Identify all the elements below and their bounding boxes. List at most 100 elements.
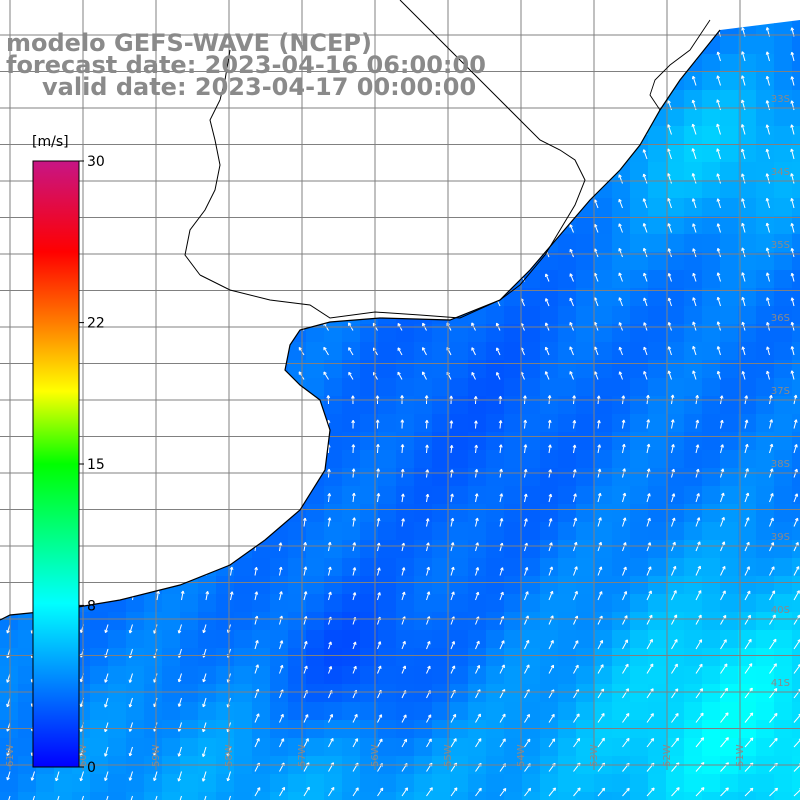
wind-vector	[573, 737, 581, 748]
wind-vector	[573, 787, 581, 797]
wind-vector	[573, 517, 578, 527]
wind-speed-cell	[576, 648, 595, 667]
wind-speed-cell	[594, 342, 613, 361]
wind-speed-cell	[234, 252, 253, 271]
wind-speed-cell	[702, 180, 721, 199]
wind-speed-cell	[270, 126, 289, 145]
wind-vector	[474, 420, 478, 429]
wind-speed-cell	[198, 450, 217, 469]
wind-vector	[618, 346, 623, 356]
wind-speed-cell	[360, 396, 379, 415]
wind-speed-cell	[162, 666, 181, 685]
wind-vector	[642, 100, 648, 111]
wind-speed-cell	[648, 630, 667, 649]
wind-speed-cell	[324, 378, 343, 397]
coastline	[0, 29, 721, 621]
wind-speed-cell	[756, 558, 775, 577]
wind-vector	[769, 443, 774, 454]
wind-vector	[449, 469, 454, 478]
wind-speed-cell	[306, 468, 325, 487]
wind-speed-cell	[756, 612, 775, 631]
wind-speed-cell	[342, 180, 361, 199]
wind-speed-cell	[612, 648, 631, 667]
wind-vector	[397, 126, 403, 135]
wind-vector	[622, 787, 630, 797]
wind-speed-cell	[108, 198, 127, 217]
wind-vector	[765, 173, 770, 184]
wind-speed-cell	[378, 720, 397, 739]
wind-speed-cell	[108, 720, 127, 739]
wind-speed-cell	[414, 504, 433, 523]
wind-speed-cell	[270, 486, 289, 505]
wind-speed-cell	[270, 378, 289, 397]
wind-speed-cell	[576, 108, 595, 127]
wind-speed-cell	[396, 0, 415, 19]
wind-vector	[744, 590, 751, 601]
wind-vector	[667, 273, 672, 282]
wind-speed-cell	[792, 126, 800, 145]
wind-vector	[397, 273, 403, 282]
wind-vector	[3, 127, 11, 135]
wind-speed-cell	[792, 198, 800, 217]
wind-vector	[328, 786, 335, 797]
wind-speed-cell	[504, 72, 523, 91]
wind-speed-cell	[396, 162, 415, 181]
wind-speed-cell	[162, 558, 181, 577]
wind-speed-cell	[630, 648, 649, 667]
wind-speed-cell	[738, 54, 757, 73]
wind-speed-cell	[396, 504, 415, 523]
wind-speed-cell	[306, 630, 325, 649]
wind-speed-cell	[594, 0, 613, 19]
wind-vector	[278, 493, 282, 503]
wind-speed-cell	[558, 306, 577, 325]
wind-speed-cell	[288, 540, 307, 559]
wind-vector	[376, 443, 380, 454]
wind-speed-cell	[378, 20, 397, 37]
wind-vector	[126, 127, 133, 135]
wind-speed-cell	[54, 792, 73, 800]
wind-vector	[101, 273, 109, 282]
wind-vector	[201, 771, 207, 782]
wind-speed-cell	[594, 396, 613, 415]
wind-speed-cell	[486, 216, 505, 235]
wind-speed-cell	[162, 720, 181, 739]
wind-speed-cell	[612, 630, 631, 649]
wind-speed-cell	[234, 414, 253, 433]
wind-vector	[618, 322, 623, 331]
wind-vector	[569, 199, 574, 209]
wind-vector	[523, 444, 528, 454]
wind-speed-cell	[450, 450, 469, 469]
wind-speed-cell	[126, 216, 145, 235]
wind-speed-cell	[270, 198, 289, 217]
wind-vector	[744, 638, 752, 650]
wind-speed-cell	[684, 630, 703, 649]
wind-speed-cell	[684, 432, 703, 451]
wind-speed-cell	[144, 144, 163, 163]
wind-speed-cell	[360, 0, 379, 19]
wind-vector	[741, 272, 746, 282]
wind-vector	[720, 614, 727, 625]
wind-speed-cell	[648, 468, 667, 487]
wind-speed-cell	[216, 648, 235, 667]
wind-speed-cell	[108, 126, 127, 145]
wind-speed-cell	[774, 288, 793, 307]
wind-vector	[622, 688, 629, 699]
wind-vector	[524, 591, 529, 601]
wind-speed-cell	[540, 432, 559, 451]
wind-vector	[279, 640, 284, 650]
wind-vector	[618, 272, 623, 282]
wind-speed-cell	[216, 180, 235, 199]
wind-vector	[180, 517, 184, 527]
wind-speed-cell	[432, 702, 451, 721]
wind-speed-cell	[342, 216, 361, 235]
wind-vector	[28, 103, 35, 111]
wind-speed-cell	[612, 360, 631, 379]
wind-vector	[495, 224, 501, 233]
wind-speed-cell	[594, 360, 613, 379]
wind-speed-cell	[756, 396, 775, 415]
wind-speed-cell	[468, 180, 487, 199]
wind-speed-cell	[468, 144, 487, 163]
wind-speed-cell	[576, 450, 595, 469]
wind-vector	[421, 371, 427, 380]
wind-vector	[175, 175, 182, 184]
